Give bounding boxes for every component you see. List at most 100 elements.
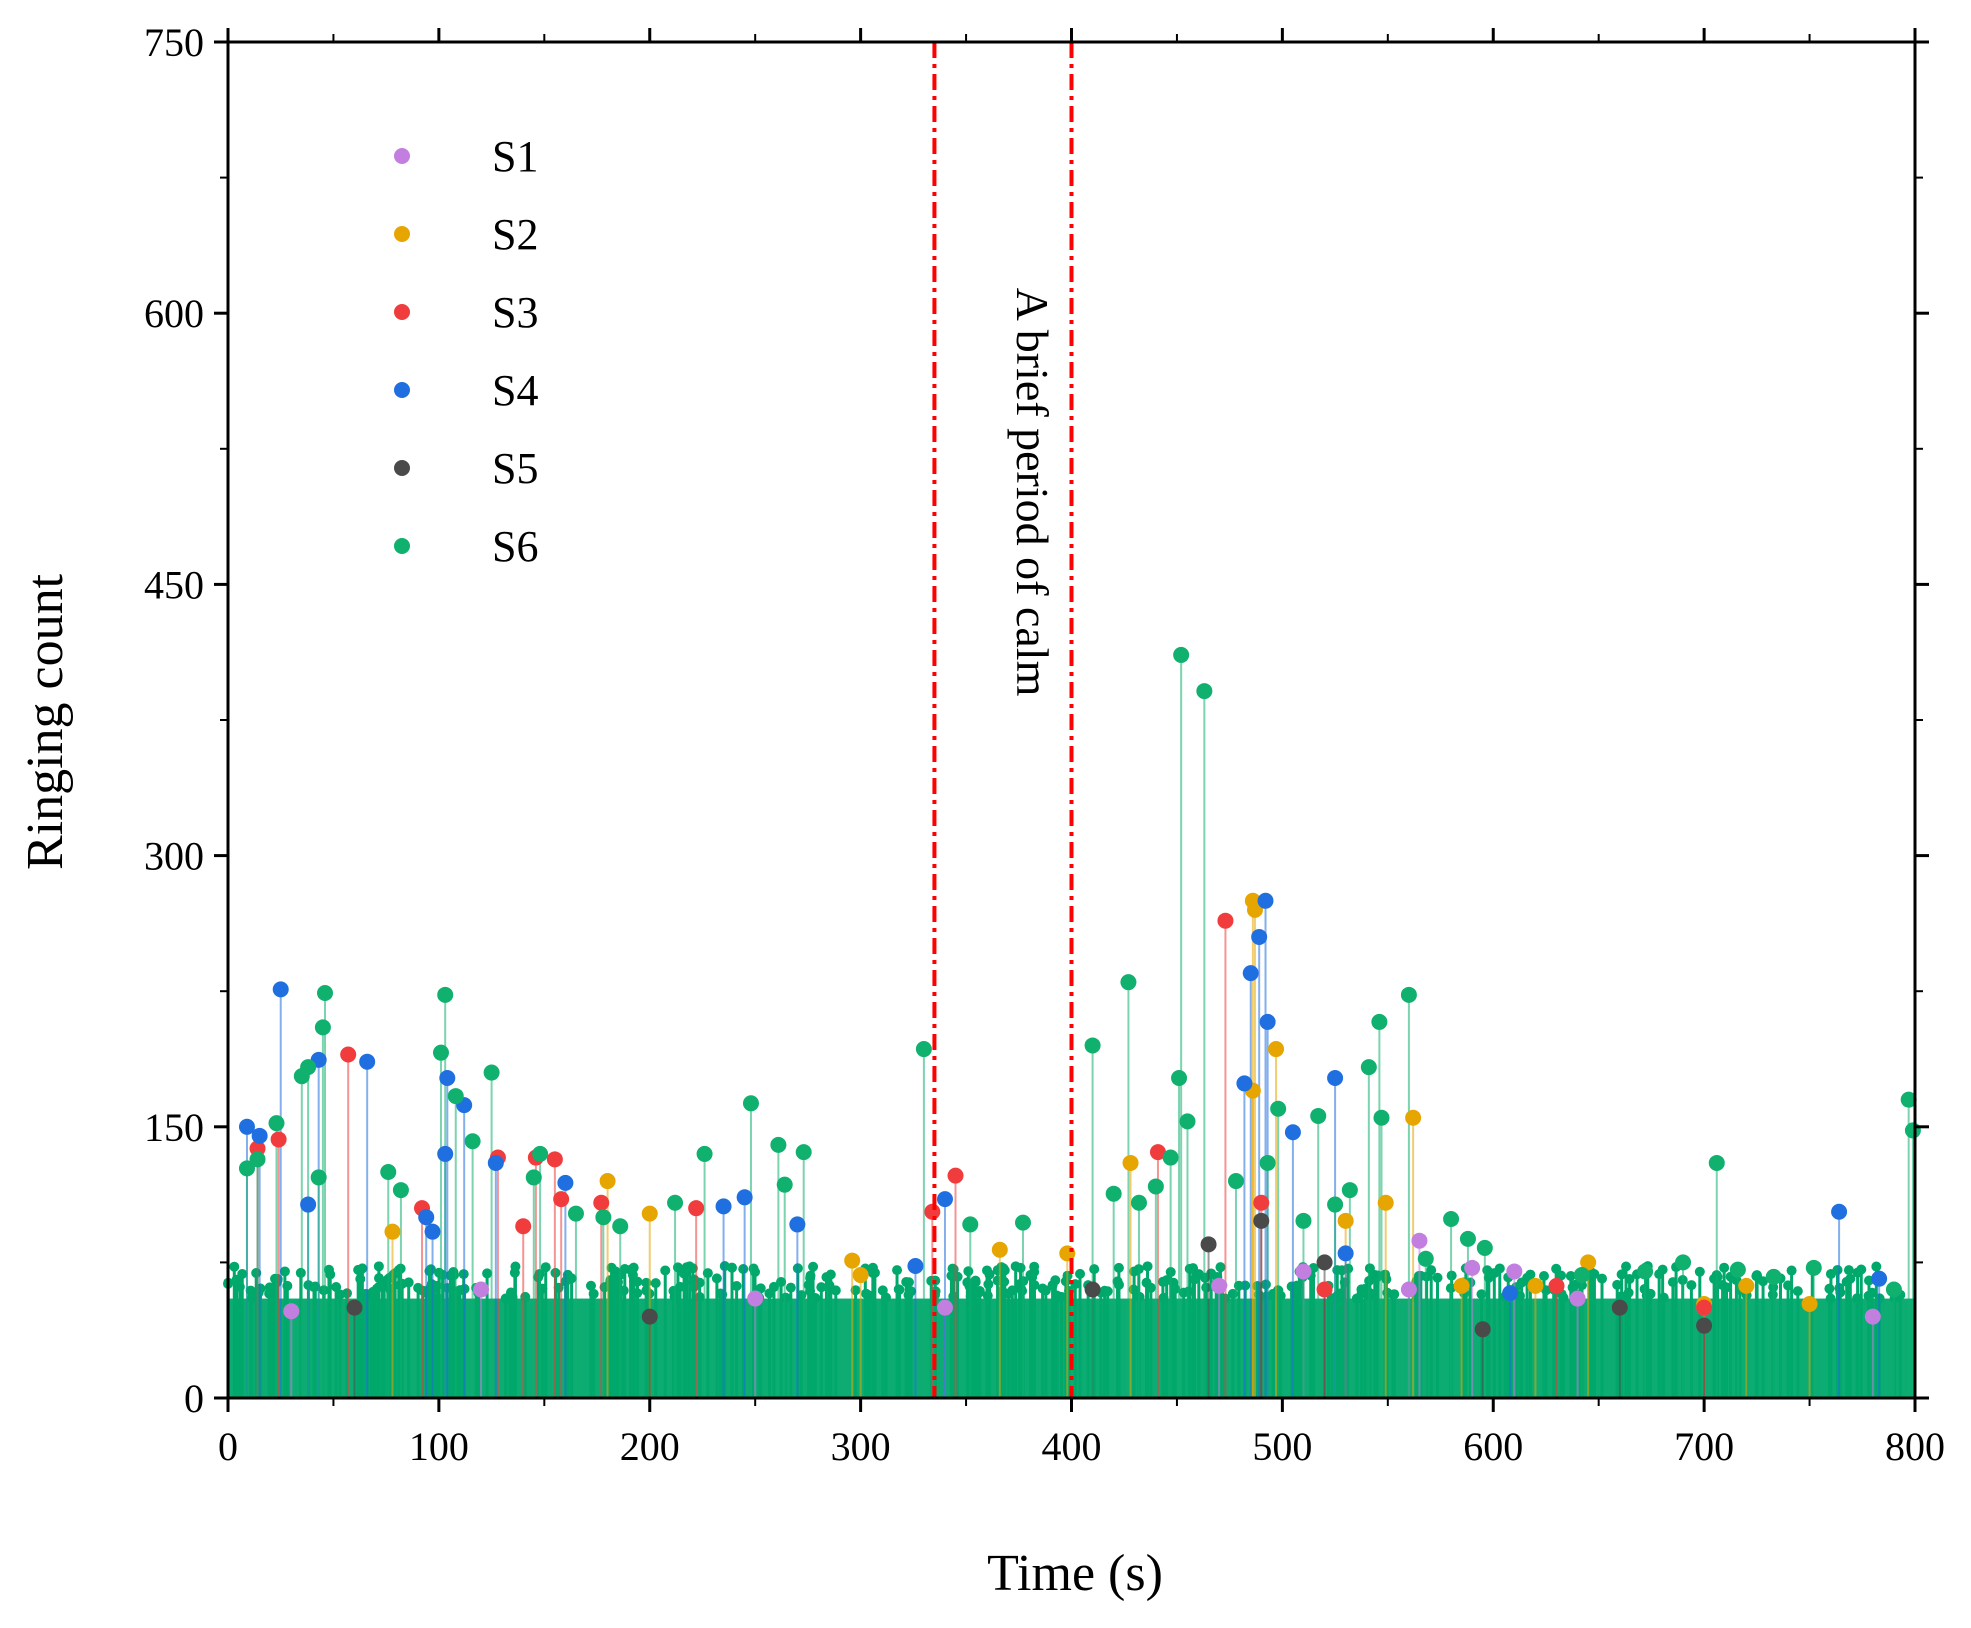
y-tick-label: 150	[144, 1105, 204, 1150]
background-point	[1792, 1286, 1803, 1297]
point-s2	[1337, 1212, 1354, 1229]
point-s6	[1130, 1194, 1147, 1211]
point-s6	[1885, 1281, 1902, 1298]
background-point	[1141, 1277, 1152, 1288]
point-s2	[1738, 1277, 1755, 1294]
point-s4	[1871, 1270, 1888, 1287]
point-s2	[1453, 1277, 1470, 1294]
point-s6	[447, 1088, 464, 1105]
point-s4	[1337, 1245, 1354, 1262]
background-point	[1215, 1262, 1226, 1273]
background-point	[1047, 1280, 1058, 1291]
background-point	[331, 1281, 342, 1292]
background-point	[650, 1278, 661, 1289]
x-tick-label: 800	[1885, 1424, 1945, 1469]
point-s2	[384, 1223, 401, 1240]
background-point	[1432, 1272, 1443, 1283]
background-point	[1522, 1272, 1533, 1283]
background-point	[1113, 1262, 1124, 1273]
point-s1	[936, 1299, 953, 1316]
point-s6	[310, 1169, 327, 1186]
point-s5	[346, 1299, 363, 1316]
point-s6	[795, 1144, 812, 1161]
point-s6	[380, 1164, 397, 1180]
stem-lines	[245, 654, 1914, 1398]
y-tick-label: 300	[144, 834, 204, 879]
point-s1	[1506, 1263, 1523, 1280]
background-point	[1569, 1279, 1580, 1290]
background-point	[1824, 1283, 1835, 1294]
background-point	[1558, 1292, 1569, 1303]
axes: 0 100 200 300 400 500 600 700 800 0 150 300 450 600 75…	[144, 20, 1945, 1469]
legend-marker-s3	[394, 304, 410, 320]
point-s6	[567, 1205, 584, 1222]
point-s2	[991, 1241, 1008, 1258]
point-s2	[599, 1173, 616, 1190]
background-point	[1201, 1282, 1212, 1293]
point-s6	[595, 1209, 612, 1226]
x-tick-label: 100	[409, 1424, 469, 1469]
point-s5	[1316, 1254, 1333, 1271]
background-point	[1616, 1269, 1627, 1280]
point-s3	[947, 1167, 964, 1184]
point-s3	[688, 1200, 705, 1217]
point-s6	[962, 1216, 979, 1233]
background-point	[1291, 1280, 1302, 1291]
point-s3	[1696, 1299, 1713, 1316]
point-s6	[300, 1059, 317, 1076]
point-s4	[557, 1174, 574, 1191]
legend-marker-s4	[394, 382, 410, 398]
background-point	[1565, 1271, 1576, 1282]
background-point	[808, 1261, 819, 1272]
point-s6	[238, 1160, 255, 1177]
background-point	[903, 1277, 914, 1288]
background-point	[805, 1270, 816, 1281]
point-s3	[1548, 1277, 1565, 1294]
point-s1	[1569, 1290, 1586, 1307]
background-point	[755, 1283, 766, 1294]
background-point	[1856, 1264, 1867, 1275]
point-s6	[1417, 1250, 1434, 1267]
point-s6	[1443, 1211, 1460, 1228]
x-tick-label: 700	[1674, 1424, 1734, 1469]
background-point	[660, 1265, 671, 1276]
point-s2	[1405, 1109, 1422, 1126]
point-s4	[1502, 1285, 1519, 1302]
background-point	[482, 1268, 493, 1279]
background-point	[1029, 1266, 1040, 1277]
background-point	[246, 1292, 257, 1303]
point-s6	[1729, 1261, 1746, 1278]
background-point	[1786, 1265, 1797, 1276]
background-point	[785, 1282, 796, 1293]
legend-label-s5: S5	[492, 444, 538, 493]
point-s3	[546, 1151, 563, 1168]
background-point	[861, 1288, 872, 1299]
point-s6	[1179, 1113, 1196, 1130]
background-point	[1369, 1270, 1380, 1281]
point-s6	[1637, 1263, 1654, 1280]
point-s4	[1251, 928, 1268, 945]
background-point	[1142, 1261, 1153, 1272]
legend: S1 S2 S3 S4 S5 S6	[394, 132, 538, 571]
point-s4	[789, 1216, 806, 1233]
point-s6	[1227, 1173, 1244, 1190]
background-point	[335, 1289, 346, 1300]
point-s6	[1120, 974, 1137, 991]
background-point	[1758, 1276, 1769, 1287]
point-s1	[1295, 1263, 1312, 1280]
background-point	[566, 1273, 577, 1284]
background-point	[1621, 1261, 1632, 1272]
point-s6	[1105, 1185, 1122, 1202]
background-point	[308, 1282, 319, 1293]
point-s5	[1696, 1317, 1713, 1334]
point-s6	[314, 1019, 331, 1036]
background-point	[816, 1282, 827, 1293]
point-s4	[424, 1223, 441, 1240]
point-s4	[300, 1196, 317, 1213]
point-s1	[747, 1290, 764, 1307]
background-point	[353, 1264, 364, 1275]
x-tick-label: 0	[218, 1424, 238, 1469]
point-s6	[1675, 1254, 1692, 1271]
background-point	[1334, 1291, 1345, 1302]
point-s6	[1259, 1154, 1276, 1171]
